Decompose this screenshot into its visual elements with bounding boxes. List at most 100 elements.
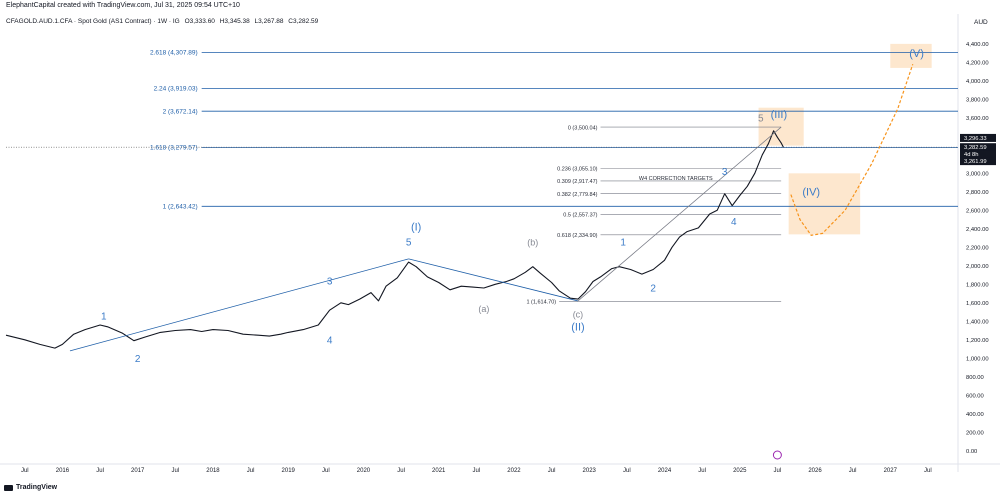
time-tick-label: Jul: [322, 468, 330, 474]
time-tick-label: 2019: [282, 468, 296, 474]
price-tick-label: 400.00: [966, 412, 984, 418]
wave-label: 2: [650, 284, 656, 295]
fib-level-label: 0.5 (2,557.37): [563, 212, 597, 218]
wave-V-box: [890, 43, 932, 68]
extension-label: 2.24 (3,919.03): [154, 86, 198, 93]
price-tick-label: 2,400.00: [966, 227, 989, 233]
time-tick-label: Jul: [774, 468, 782, 474]
last-price-tag: [960, 150, 996, 159]
last-price-label: 4d 8h: [964, 152, 979, 158]
fib-level-label: 0 (3,500.04): [568, 125, 598, 131]
extension-label: 1 (2,643.42): [163, 204, 198, 211]
wave-label: (c): [573, 310, 584, 320]
ohlc-low: L3,267.88: [254, 18, 284, 25]
time-tick-label: Jul: [397, 468, 405, 474]
wave-label: (V): [909, 48, 924, 60]
trendline: [69, 258, 409, 352]
wave-label: (a): [478, 304, 489, 314]
footer: TradingView: [4, 484, 57, 496]
event-marker-icon: [772, 450, 782, 460]
time-tick-label: 2024: [658, 468, 672, 474]
price-tick-label: 3,000.00: [966, 172, 989, 178]
time-tick-label: Jul: [849, 468, 857, 474]
wave-label: 3: [722, 167, 728, 178]
price-tick-label: 3,600.00: [966, 116, 989, 122]
last-price-tag: [960, 133, 996, 142]
wave-label: 3: [327, 276, 333, 287]
time-tick-label: 2023: [583, 468, 597, 474]
time-tick-label: 2017: [131, 468, 145, 474]
price-tick-label: 0.00: [966, 449, 977, 455]
wave-label: 5: [758, 114, 764, 125]
price-tick-label: 200.00: [966, 430, 984, 436]
price-tick-label: 800.00: [966, 375, 984, 381]
price-tick-label: 4,000.00: [966, 79, 989, 85]
wave-label: (I): [411, 222, 421, 234]
price-tick-label: 2,800.00: [966, 190, 989, 196]
time-tick-label: Jul: [698, 468, 706, 474]
last-price-tag: [960, 157, 996, 166]
time-tick-label: 2018: [206, 468, 220, 474]
trendline: [577, 126, 782, 302]
price-tick-label: 600.00: [966, 393, 984, 399]
wave-label: (II): [571, 322, 584, 334]
trendline: [408, 258, 579, 302]
fib-level-label: 0.618 (2,334.90): [557, 233, 598, 239]
time-tick-label: Jul: [21, 468, 29, 474]
top-bar: ElephantCapital created with TradingView…: [0, 0, 1000, 14]
fib-level-label: 1 (1,614.70): [526, 300, 556, 306]
time-tick-label: 2021: [432, 468, 446, 474]
credit-text: ElephantCapital created with TradingView…: [6, 2, 240, 9]
extension-label: 2 (3,672.14): [163, 108, 198, 115]
time-tick-label: 2025: [733, 468, 747, 474]
ohlc-open: O3,333.60: [184, 18, 215, 25]
price-tick-label: 1,200.00: [966, 338, 989, 344]
currency-label: AUD: [974, 19, 988, 26]
brand-text: TradingView: [16, 484, 58, 491]
ohlc-high: H3,345.38: [219, 18, 250, 25]
time-tick-label: Jul: [623, 468, 631, 474]
time-tick-label: Jul: [548, 468, 556, 474]
wave-label: 4: [731, 217, 737, 228]
symbol-line: CFAGOLD.AUD.1.CFA · Spot Gold (AS1 Contr…: [6, 18, 321, 25]
price-series-line: [5, 130, 784, 349]
tradingview-logo-icon[interactable]: [4, 484, 13, 491]
time-tick-label: Jul: [171, 468, 179, 474]
wave-label: (IV): [802, 187, 820, 199]
extension-label: 1.618 (3,279.57): [150, 145, 198, 152]
time-tick-label: Jul: [96, 468, 104, 474]
price-tick-label: 2,000.00: [966, 264, 989, 270]
fib-level-label: 0.236 (3,055.10): [557, 166, 598, 172]
w4-note-label: W4 CORRECTION TARGETS: [639, 176, 713, 182]
wave-label: (b): [527, 237, 538, 247]
time-tick-label: Jul: [473, 468, 481, 474]
last-price-label: 3,282.59: [964, 145, 987, 151]
wave-label: 1: [620, 237, 626, 248]
wave-label: 1: [101, 311, 107, 322]
symbol-text[interactable]: CFAGOLD.AUD.1.CFA · Spot Gold (AS1 Contr…: [6, 18, 180, 25]
wave-label: 4: [327, 335, 333, 346]
price-tick-label: 4,200.00: [966, 61, 989, 67]
last-price-label: 3,296.33: [964, 136, 987, 142]
time-tick-label: 2026: [808, 468, 822, 474]
time-tick-label: 2016: [56, 468, 70, 474]
fib-level-label: 0.309 (2,917.47): [557, 179, 598, 185]
wave-label: (III): [771, 109, 788, 121]
wave-label: 5: [406, 237, 412, 248]
time-tick-label: 2020: [357, 468, 371, 474]
wave-label: 2: [135, 354, 141, 365]
price-tick-label: 4,400.00: [966, 42, 989, 48]
time-tick-label: Jul: [924, 468, 932, 474]
wave-III-box: [758, 107, 804, 146]
last-price-label: 3,261.99: [964, 159, 987, 165]
price-tick-label: 1,000.00: [966, 356, 989, 362]
time-tick-label: 2027: [884, 468, 898, 474]
time-tick-label: 2022: [507, 468, 521, 474]
fib-level-label: 0.382 (2,779.84): [557, 192, 598, 198]
price-tick-label: 1,400.00: [966, 319, 989, 325]
price-tick-label: 1,800.00: [966, 283, 989, 289]
last-price-tag: [960, 143, 996, 152]
time-tick-label: Jul: [247, 468, 255, 474]
price-tick-label: 3,800.00: [966, 98, 989, 104]
